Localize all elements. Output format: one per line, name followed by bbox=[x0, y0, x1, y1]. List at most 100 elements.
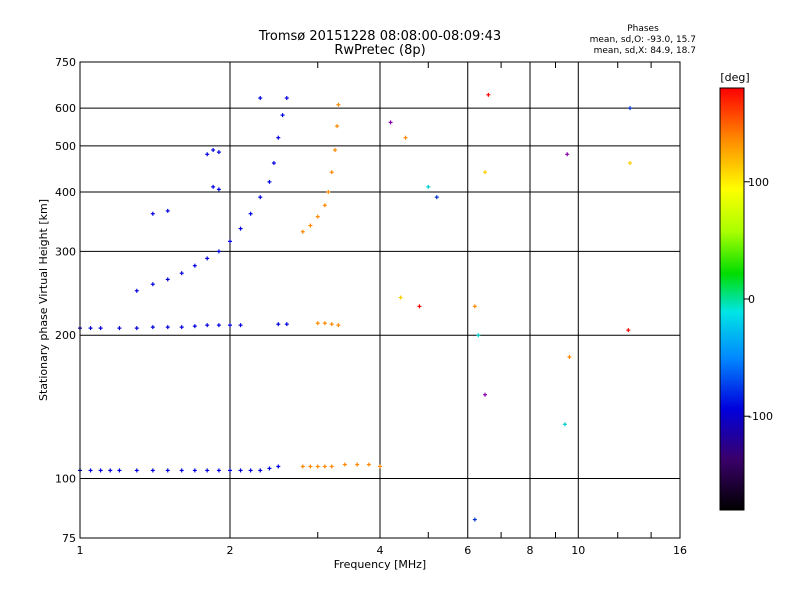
y-tick-label: 500 bbox=[55, 140, 76, 153]
data-point bbox=[228, 468, 232, 473]
data-point bbox=[216, 249, 221, 254]
data-point bbox=[238, 323, 243, 328]
data-point bbox=[117, 468, 122, 473]
chart-subtitle: RwPretec (8p) bbox=[334, 43, 425, 58]
data-point bbox=[179, 468, 184, 473]
x-axis-label: Frequency [MHz] bbox=[334, 558, 426, 571]
y-axis-label: Stationary phase Virtual Height [km] bbox=[37, 199, 50, 401]
plot-frame bbox=[79, 61, 681, 539]
data-point bbox=[300, 229, 305, 234]
data-point bbox=[276, 322, 281, 327]
data-point bbox=[322, 203, 327, 208]
data-point bbox=[355, 462, 360, 467]
data-point bbox=[426, 184, 431, 189]
data-point bbox=[398, 295, 403, 300]
data-point bbox=[329, 322, 334, 327]
data-point bbox=[150, 468, 155, 473]
data-point bbox=[276, 135, 281, 140]
data-point bbox=[88, 468, 93, 473]
data-point bbox=[258, 468, 263, 473]
data-point bbox=[211, 147, 216, 152]
x-tick-label: 1 bbox=[77, 544, 84, 557]
data-point bbox=[628, 106, 633, 111]
x-tick-label: 8 bbox=[527, 544, 534, 557]
data-point bbox=[134, 326, 139, 331]
data-point bbox=[165, 277, 170, 282]
chart-title: Tromsø 20151228 08:08:00-08:09:43 bbox=[258, 29, 501, 44]
y-tick-label: 600 bbox=[55, 102, 76, 115]
data-point bbox=[300, 464, 305, 469]
data-point bbox=[476, 333, 481, 338]
data-point bbox=[280, 113, 285, 118]
data-point bbox=[192, 263, 197, 268]
data-point bbox=[628, 161, 633, 166]
stats-line-x: mean, sd,X: 84.9, 18.7 bbox=[594, 46, 696, 56]
data-point bbox=[117, 326, 122, 331]
data-point bbox=[248, 468, 253, 473]
data-point bbox=[192, 468, 197, 473]
data-point bbox=[228, 239, 232, 244]
data-point bbox=[434, 195, 439, 200]
data-point bbox=[322, 464, 327, 469]
data-point bbox=[562, 422, 567, 427]
y-tick-labels: 75 100 200 300 400 500 600 750 bbox=[55, 56, 76, 545]
data-point bbox=[98, 468, 103, 473]
data-point bbox=[322, 321, 327, 326]
data-point bbox=[329, 170, 334, 175]
data-point bbox=[335, 124, 340, 129]
data-point bbox=[486, 92, 491, 97]
data-point bbox=[150, 325, 155, 330]
data-point bbox=[417, 304, 422, 309]
data-point bbox=[336, 323, 341, 328]
data-point bbox=[88, 326, 93, 331]
data-point bbox=[472, 304, 477, 309]
data-point bbox=[267, 179, 272, 184]
data-point bbox=[238, 226, 243, 231]
y-tick-label: 100 bbox=[55, 473, 76, 486]
data-point bbox=[248, 211, 253, 216]
data-point bbox=[626, 328, 631, 333]
data-point bbox=[211, 184, 216, 189]
data-point bbox=[134, 468, 139, 473]
data-point bbox=[483, 170, 488, 175]
colorbar-label: [deg] bbox=[720, 71, 749, 84]
data-point bbox=[342, 462, 347, 467]
colorbar-tick-label: 100 bbox=[748, 176, 769, 189]
data-point bbox=[326, 189, 331, 194]
data-point bbox=[216, 150, 221, 155]
data-point bbox=[228, 323, 232, 328]
data-point bbox=[179, 271, 184, 276]
data-point bbox=[378, 464, 382, 469]
stats-header: Phases bbox=[627, 24, 659, 34]
data-point bbox=[205, 256, 210, 261]
data-point bbox=[150, 282, 155, 287]
data-point bbox=[567, 355, 572, 360]
data-point bbox=[216, 187, 221, 192]
data-point bbox=[205, 152, 210, 157]
x-tick-label: 6 bbox=[464, 544, 471, 557]
data-point bbox=[565, 152, 570, 157]
data-point bbox=[165, 468, 170, 473]
data-point bbox=[333, 147, 338, 152]
data-point bbox=[267, 466, 272, 471]
data-point bbox=[483, 392, 488, 397]
data-point bbox=[308, 223, 313, 228]
y-tick-label: 200 bbox=[55, 329, 76, 342]
data-point bbox=[276, 464, 281, 469]
data-point bbox=[258, 96, 263, 101]
data-point bbox=[271, 161, 276, 166]
x-tick-label: 4 bbox=[377, 544, 384, 557]
data-point bbox=[329, 464, 334, 469]
data-point bbox=[205, 323, 210, 328]
data-point bbox=[366, 462, 371, 467]
data-point bbox=[315, 321, 320, 326]
data-point bbox=[315, 214, 320, 219]
data-point bbox=[205, 468, 210, 473]
data-point bbox=[403, 135, 408, 140]
x-tick-labels: 1 2 4 6 8 10 16 bbox=[77, 544, 688, 557]
colorbar-tick-label: 0 bbox=[748, 293, 755, 306]
data-point bbox=[315, 464, 320, 469]
y-tick-label: 75 bbox=[62, 532, 76, 545]
data-point bbox=[284, 96, 289, 101]
